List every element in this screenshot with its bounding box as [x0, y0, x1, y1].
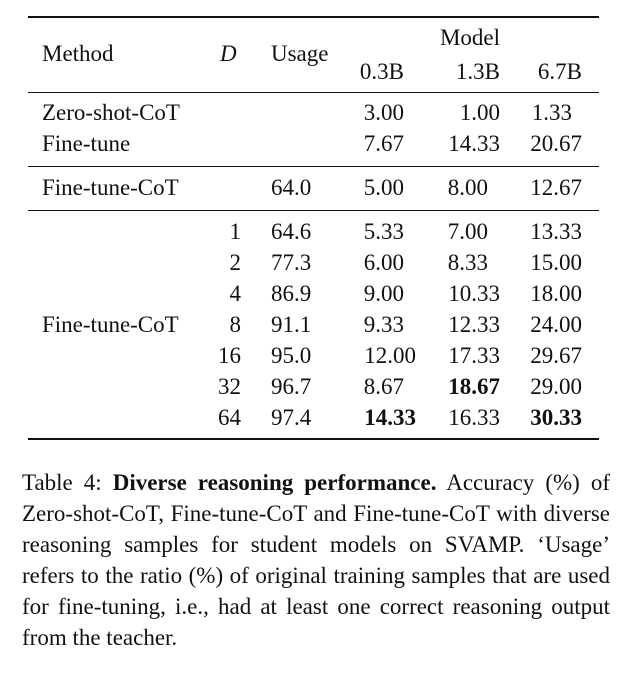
- header-d: D: [220, 41, 237, 66]
- row-value: 1.00: [459, 100, 500, 125]
- table-bottom-rule: [28, 438, 599, 440]
- row-value: 7.00: [447, 219, 488, 244]
- header-usage: Usage: [271, 41, 329, 66]
- header-size-2: 6.7B: [537, 59, 582, 84]
- row-value: 29.00: [530, 374, 582, 399]
- row-value: 9.33: [363, 312, 404, 337]
- row-usage: 95.0: [271, 343, 312, 368]
- row-value: 6.00: [363, 250, 404, 275]
- row-usage: 96.7: [271, 374, 312, 399]
- row-value: 8.33: [447, 250, 488, 275]
- row-d: 64: [218, 405, 241, 430]
- row-d: 8: [229, 312, 242, 337]
- row-value: 10.33: [448, 281, 500, 306]
- table-caption: Table 4: Diverse reasoning performance. …: [22, 467, 610, 653]
- table-top-rule: [28, 16, 599, 18]
- row-value: 24.00: [530, 312, 582, 337]
- row-d: 4: [229, 281, 242, 306]
- row-value: 15.00: [530, 250, 582, 275]
- row-usage: 77.3: [271, 250, 312, 275]
- row-value: 13.33: [530, 219, 582, 244]
- row-method: Fine-tune-CoT: [42, 175, 179, 200]
- row-d: 32: [218, 374, 241, 399]
- row-usage: 64.6: [271, 219, 312, 244]
- row-value: 5.00: [363, 175, 404, 200]
- caption-title: Diverse reasoning performance.: [112, 470, 437, 495]
- table-header-rule: [28, 92, 599, 93]
- row-usage: 97.4: [271, 405, 312, 430]
- row-d: 2: [229, 250, 242, 275]
- row-value: 29.67: [530, 343, 582, 368]
- table-group-rule-2: [28, 210, 599, 211]
- row-d: 1: [229, 219, 242, 244]
- row-value: 14.33: [448, 131, 500, 156]
- row-value: 3.00: [363, 100, 404, 125]
- row-method: Fine-tune-CoT: [42, 312, 179, 337]
- row-value: 18.00: [530, 281, 582, 306]
- row-value: 20.67: [530, 131, 582, 156]
- row-value-best: 18.67: [448, 374, 500, 399]
- row-value: 8.00: [447, 175, 488, 200]
- row-usage: 64.0: [271, 175, 312, 200]
- row-value: 17.33: [448, 343, 500, 368]
- row-value: 7.67: [363, 131, 404, 156]
- row-method: Zero-shot-CoT: [42, 100, 180, 125]
- caption-label: Table 4:: [22, 470, 113, 495]
- table-group-rule-1: [28, 166, 599, 167]
- row-value-best: 30.33: [530, 405, 582, 430]
- header-size-0: 0.3B: [359, 59, 404, 84]
- caption-body: Accuracy (%) of Zero-shot-CoT, Fine-tune…: [22, 470, 610, 650]
- row-value: 12.67: [530, 175, 582, 200]
- row-value: 12.00: [364, 343, 416, 368]
- row-d: 16: [218, 343, 241, 368]
- header-size-1: 1.3B: [455, 59, 500, 84]
- row-method: Fine-tune: [42, 131, 131, 156]
- row-value: 12.33: [448, 312, 500, 337]
- row-value-best: 14.33: [364, 405, 416, 430]
- row-value: 9.00: [363, 281, 404, 306]
- row-usage: 86.9: [271, 281, 312, 306]
- row-usage: 91.1: [271, 312, 312, 337]
- row-value: 5.33: [363, 219, 404, 244]
- header-model: Model: [439, 25, 501, 50]
- header-method: Method: [42, 41, 114, 66]
- row-value: 1.33: [531, 100, 572, 125]
- row-value: 16.33: [448, 405, 500, 430]
- row-value: 8.67: [363, 374, 404, 399]
